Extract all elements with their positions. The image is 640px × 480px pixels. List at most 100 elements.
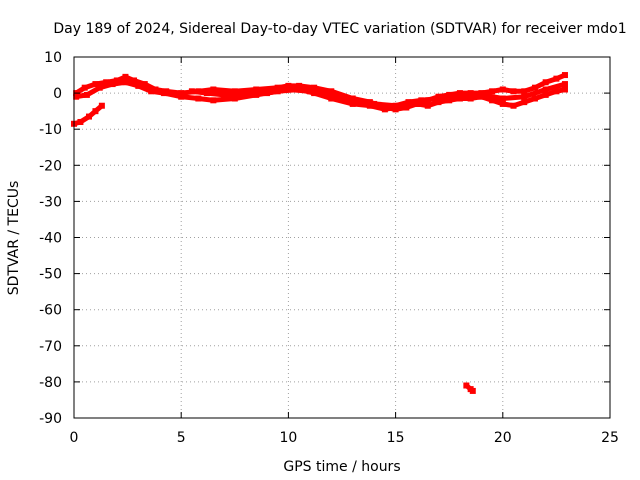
data-point xyxy=(521,88,528,95)
chart-title: Day 189 of 2024, Sidereal Day-to-day VTE… xyxy=(53,21,626,37)
data-point xyxy=(467,95,474,102)
data-point xyxy=(542,91,549,98)
data-point xyxy=(242,90,249,97)
data-point xyxy=(135,82,142,89)
x-tick-label: 5 xyxy=(177,430,186,446)
data-point xyxy=(195,95,202,102)
series-track-mid xyxy=(189,81,568,109)
data-point xyxy=(178,90,185,97)
x-axis-label: GPS time / hours xyxy=(283,459,400,475)
data-point xyxy=(414,100,421,107)
data-point xyxy=(381,106,388,113)
data-point xyxy=(73,93,80,100)
x-tick-label: 25 xyxy=(601,430,619,446)
data-point xyxy=(499,100,506,107)
data-point xyxy=(210,97,217,104)
data-point xyxy=(285,82,292,89)
data-point xyxy=(188,88,195,95)
data-point xyxy=(531,84,538,91)
x-tick-label: 20 xyxy=(494,430,512,446)
data-point xyxy=(561,81,568,88)
data-point xyxy=(510,102,517,109)
data-point xyxy=(253,86,260,93)
y-tick-label: -20 xyxy=(39,158,62,174)
data-point xyxy=(521,99,528,106)
y-tick-label: -80 xyxy=(39,375,62,391)
y-tick-label: -70 xyxy=(39,339,62,355)
data-point xyxy=(328,95,335,102)
data-point xyxy=(131,77,138,84)
data-point xyxy=(92,81,99,88)
data-point xyxy=(371,100,378,107)
y-axis-label: SDTVAR / TECUs xyxy=(6,181,22,296)
data-point xyxy=(274,84,281,91)
data-point xyxy=(392,102,399,109)
data-point xyxy=(86,113,93,120)
data-point xyxy=(141,81,148,88)
y-tick-label: 0 xyxy=(53,86,62,102)
data-point xyxy=(77,118,84,125)
data-point xyxy=(446,91,453,98)
data-point xyxy=(463,382,470,389)
data-point xyxy=(263,90,270,97)
data-point xyxy=(542,79,549,86)
data-point xyxy=(499,86,506,93)
data-point xyxy=(161,90,168,97)
data-point xyxy=(210,86,217,93)
data-point xyxy=(553,88,560,95)
data-point xyxy=(328,91,335,98)
data-point xyxy=(122,79,129,86)
data-point xyxy=(148,88,155,95)
series-track-upper xyxy=(73,72,568,112)
data-point xyxy=(561,72,568,79)
x-tick-label: 0 xyxy=(70,430,79,446)
data-point xyxy=(349,100,356,107)
data-point xyxy=(178,93,185,100)
data-point xyxy=(122,73,129,80)
data-point xyxy=(83,91,90,98)
data-point xyxy=(96,84,103,91)
y-tick-label: -30 xyxy=(39,194,62,210)
data-point xyxy=(98,102,105,109)
data-point xyxy=(446,97,453,104)
y-tick-label: -90 xyxy=(39,411,62,427)
data-point xyxy=(489,97,496,104)
data-point xyxy=(531,95,538,102)
data-point xyxy=(469,387,476,394)
data-point xyxy=(311,84,318,91)
data-point xyxy=(285,86,292,93)
data-point xyxy=(467,90,474,97)
data-point xyxy=(553,75,560,82)
data-point xyxy=(561,86,568,93)
y-tick-label: -50 xyxy=(39,267,62,283)
data-point xyxy=(231,88,238,95)
data-point xyxy=(296,82,303,89)
y-tick-label: 10 xyxy=(44,50,62,66)
data-point xyxy=(499,95,506,102)
data-point xyxy=(489,88,496,95)
data-point xyxy=(221,91,228,98)
data-point xyxy=(542,86,549,93)
data-point xyxy=(109,81,116,88)
data-point xyxy=(92,108,99,115)
data-point xyxy=(403,102,410,109)
data-point xyxy=(418,97,425,104)
data-point xyxy=(510,88,517,95)
data-point xyxy=(103,79,110,86)
data-point xyxy=(478,91,485,98)
ticks: 0 5 10 15 20 25 10 0 -10 -20 -30 -40 -50 -60 -70 -80 -90 xyxy=(39,50,619,446)
data-point xyxy=(435,99,442,106)
data-point xyxy=(405,99,412,106)
data-point xyxy=(231,95,238,102)
x-tick-label: 10 xyxy=(279,430,297,446)
data-point xyxy=(435,95,442,102)
data-point xyxy=(521,93,528,100)
y-tick-label: -10 xyxy=(39,122,62,138)
x-tick-label: 15 xyxy=(387,430,405,446)
data-point xyxy=(81,84,88,91)
y-tick-label: -60 xyxy=(39,303,62,319)
data-point xyxy=(456,90,463,97)
data-point xyxy=(349,97,356,104)
